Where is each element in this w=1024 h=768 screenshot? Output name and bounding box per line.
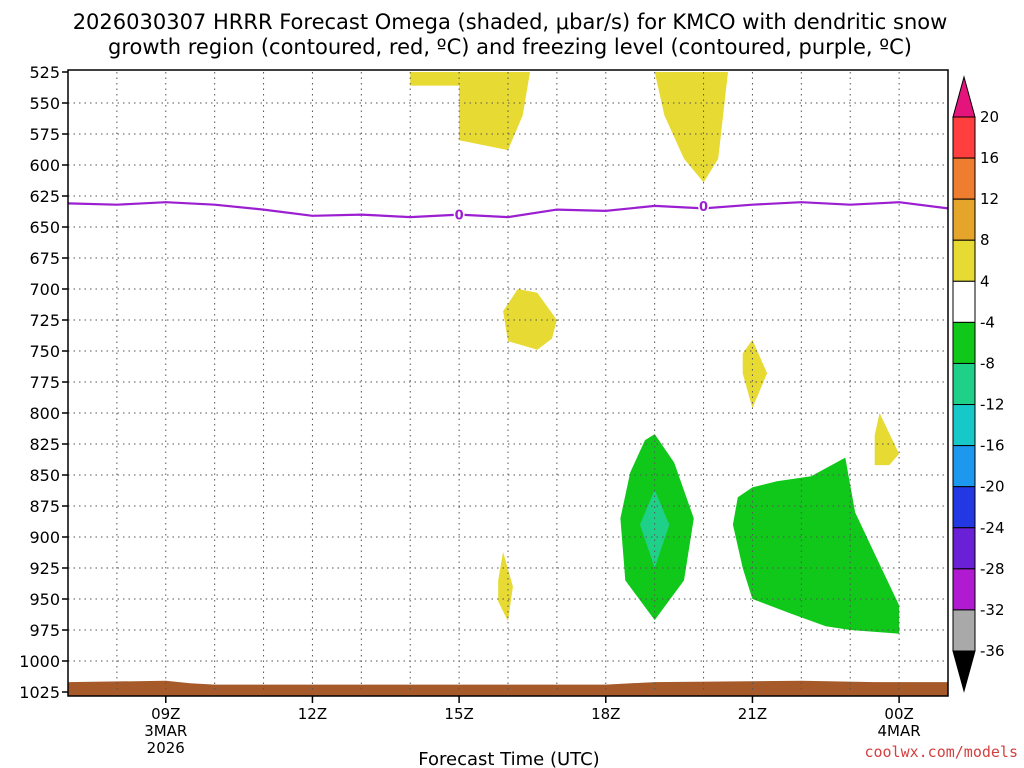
y-tick-label-925: 925 <box>29 559 60 578</box>
gridlines <box>68 72 948 692</box>
y-tick-label-675: 675 <box>29 249 60 268</box>
colorbar-tick-8: 8 <box>980 231 990 249</box>
y-tick-label-875: 875 <box>29 497 60 516</box>
x-tick-date-00Z: 4MAR <box>878 722 921 740</box>
plot-frame <box>67 69 949 697</box>
colorbar-bottom-arrow <box>952 650 976 693</box>
colorbar-tick-4: 4 <box>980 272 990 290</box>
x-tick-label-09Z: 09Z <box>151 705 180 723</box>
upward-motion-yellow-2 <box>654 72 728 183</box>
upward-motion-yellow-1 <box>410 72 530 151</box>
colorbar: 20 16 12 8 4 -4 -8 -12 -16 -20 -24 -28 -32 -36 <box>952 75 1005 693</box>
y-tick-label-750: 750 <box>29 342 60 361</box>
colorbar-tick-20: 20 <box>980 108 999 126</box>
upward-motion-yellow-6 <box>498 551 513 622</box>
y-tick-label-1000: 1000 <box>19 652 60 671</box>
downward-motion-green-2 <box>732 457 900 634</box>
colorbar-bin--36--32 <box>952 609 976 652</box>
x-tick-year-09Z: 2026 <box>147 739 185 757</box>
colorbar-tick--4: -4 <box>980 313 995 331</box>
y-tick-label-650: 650 <box>29 218 60 237</box>
y-tick-label-950: 950 <box>29 590 60 609</box>
x-tick-label-00Z: 00Z <box>884 705 913 723</box>
freezing-level-label-1: 0 <box>455 209 464 224</box>
y-tick-label-525: 525 <box>29 63 60 82</box>
colorbar-bin--8--4 <box>952 321 976 364</box>
freezing-level-contour: 00 <box>67 198 949 225</box>
y-tick-label-975: 975 <box>29 621 60 640</box>
omega-shading <box>410 72 900 634</box>
colorbar-bin-8-12 <box>952 198 976 241</box>
colorbar-bin--4-4 <box>952 280 976 323</box>
colorbar-bin--24--20 <box>952 486 976 529</box>
freezing-level-label-2: 0 <box>699 200 708 215</box>
colorbar-bin-16-20 <box>952 116 976 159</box>
upward-motion-yellow-5 <box>874 413 900 466</box>
x-tick-label-12Z: 12Z <box>298 705 327 723</box>
upward-motion-yellow-3 <box>503 289 557 350</box>
colorbar-tick-12: 12 <box>980 190 999 208</box>
colorbar-bin--16--12 <box>952 404 976 447</box>
y-axis: 525 550 575 600 625 650 675 700 725 750 775 800 825 8… <box>19 63 68 702</box>
x-tick-date-09Z: 3MAR <box>144 722 187 740</box>
y-tick-label-575: 575 <box>29 125 60 144</box>
x-tick-label-15Z: 15Z <box>444 705 473 723</box>
y-tick-label-1025: 1025 <box>19 683 60 702</box>
colorbar-tick-16: 16 <box>980 149 999 167</box>
y-tick-label-900: 900 <box>29 528 60 547</box>
chart-title-line-2: growth region (contoured, red, ºC) and f… <box>108 35 912 59</box>
chart-title-line-1: 2026030307 HRRR Forecast Omega (shaded, … <box>73 10 948 34</box>
y-tick-label-825: 825 <box>29 435 60 454</box>
colorbar-top-arrow <box>952 75 976 118</box>
colorbar-tick--12: -12 <box>980 396 1005 414</box>
y-tick-label-625: 625 <box>29 187 60 206</box>
x-tick-label-18Z: 18Z <box>591 705 620 723</box>
colorbar-bin-12-16 <box>952 157 976 200</box>
colorbar-tick--32: -32 <box>980 601 1005 619</box>
x-axis-label: Forecast Time (UTC) <box>418 749 599 768</box>
y-tick-label-850: 850 <box>29 466 60 485</box>
y-tick-label-800: 800 <box>29 404 60 423</box>
colorbar-tick--16: -16 <box>980 437 1005 455</box>
freezing-level-line <box>67 201 949 219</box>
colorbar-tick--28: -28 <box>980 560 1005 578</box>
x-tick-label-21Z: 21Z <box>738 705 767 723</box>
colorbar-bin--28--24 <box>952 527 976 570</box>
colorbar-bin-4-8 <box>952 239 976 282</box>
y-tick-label-725: 725 <box>29 311 60 330</box>
colorbar-tick--8: -8 <box>980 354 995 372</box>
colorbar-bin--20--16 <box>952 445 976 488</box>
y-tick-label-700: 700 <box>29 280 60 299</box>
colorbar-tick--24: -24 <box>980 519 1005 537</box>
colorbar-tick--36: -36 <box>980 642 1005 660</box>
y-tick-label-775: 775 <box>29 373 60 392</box>
upward-motion-yellow-4 <box>742 339 768 408</box>
y-tick-label-600: 600 <box>29 156 60 175</box>
credit-text: coolwx.com/models <box>864 743 1018 761</box>
colorbar-bin--32--28 <box>952 568 976 611</box>
colorbar-bin--12--8 <box>952 362 976 406</box>
colorbar-tick--20: -20 <box>980 478 1005 496</box>
y-tick-label-550: 550 <box>29 94 60 113</box>
